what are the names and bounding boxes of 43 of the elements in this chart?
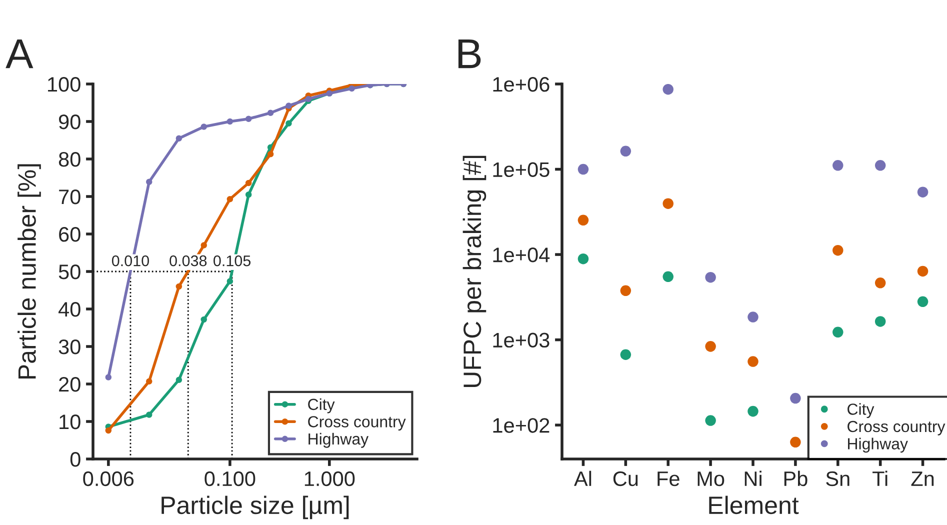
x-tick-label: 0.006 [83,471,134,486]
legend-label: Cross country [308,416,406,431]
legend-label: City [848,403,874,418]
x-tick-label: Ti [872,470,888,486]
x-tick-label: Sn [826,471,850,486]
x-tick-label: Al [574,470,592,486]
x-tick-label: 0.100 [204,471,256,486]
y-tick-label: 50 [58,264,80,280]
y-tick-label: 80 [58,152,80,167]
y-axis-title: Particle number [%] [18,164,41,379]
y-tick-label: 10 [60,414,80,430]
x-tick-label: Pb [784,470,808,486]
y-tick-label: 20 [59,377,80,392]
ref-line-label: 0.010 [112,255,149,266]
x-tick-label: Zn [911,472,934,486]
x-axis-title: Particle size [µm] [162,496,349,520]
x-tick-label: Mo [698,472,724,486]
y-tick-label: 90 [59,114,80,130]
ref-line-label: 0.038 [170,255,207,266]
y-tick-label: 0 [70,452,80,467]
x-axis-title: Element [709,496,799,514]
y-tick-label: 30 [58,340,80,354]
y-axis-title: UFPC per braking [#] [462,156,486,387]
legend-label: Cross country [848,420,946,436]
x-tick-label: Ni [744,470,762,486]
y-tick-label: 1e+05 [493,162,550,178]
ref-line-label: 0.105 [214,255,251,266]
y-tick-label: 1e+03 [493,332,550,348]
y-tick-label: 1e+02 [493,418,550,433]
chart-title: B [458,40,481,68]
y-tick-label: 1e+06 [493,77,550,92]
legend-label: Highway [848,438,908,453]
x-tick-label: 1.000 [304,471,355,486]
chart-title: A [6,40,34,68]
y-tick-label: 100 [48,77,80,92]
x-tick-label: Cu [613,471,638,486]
y-tick-label: 70 [59,190,80,204]
y-tick-label: 40 [58,302,80,317]
y-tick-label: 1e+04 [493,248,550,262]
x-tick-label: Fe [658,472,680,486]
legend-label: Highway [308,432,369,448]
y-tick-label: 60 [59,227,80,242]
legend-label: City [308,398,335,414]
